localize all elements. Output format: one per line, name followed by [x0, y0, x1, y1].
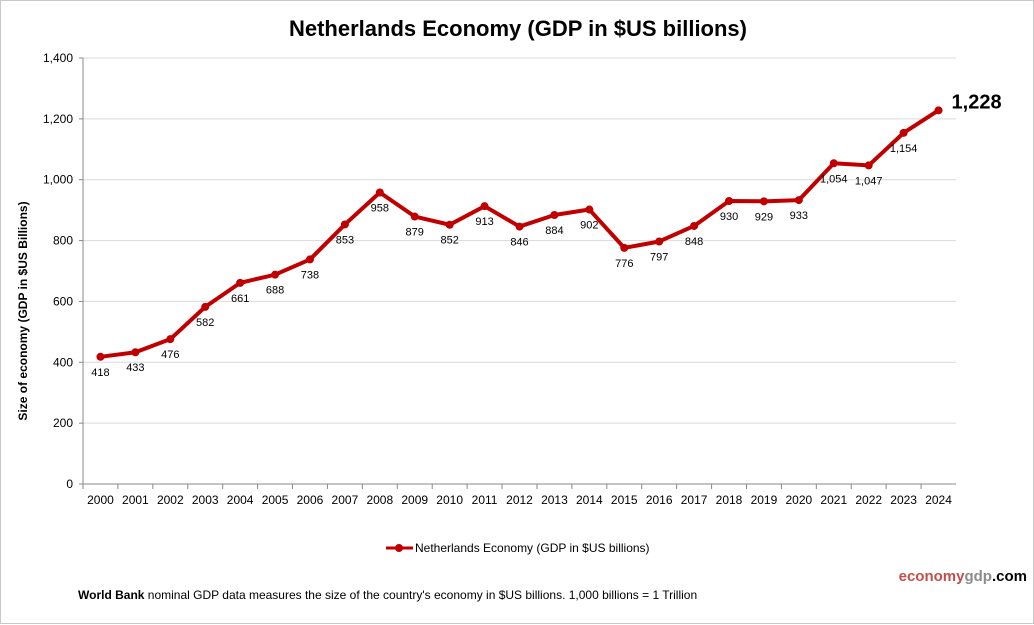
x-tick-label: 2002 [157, 493, 184, 507]
data-label: 476 [161, 349, 179, 361]
data-label: 776 [615, 258, 633, 270]
data-point [131, 348, 140, 357]
y-tick-label: 800 [53, 234, 73, 248]
data-label: 1,047 [855, 175, 883, 187]
data-point [515, 222, 524, 231]
data-label: 929 [755, 211, 773, 223]
data-point [236, 278, 245, 287]
data-label: 1,054 [820, 173, 848, 185]
x-tick-label: 2021 [820, 493, 847, 507]
x-tick-label: 2024 [925, 493, 952, 507]
x-tick-label: 2004 [227, 493, 254, 507]
data-label: 582 [196, 317, 214, 329]
x-tick-label: 2012 [506, 493, 533, 507]
data-point [934, 106, 943, 115]
data-point [271, 270, 280, 279]
data-label: 879 [406, 227, 424, 239]
data-point [340, 220, 349, 229]
x-tick-label: 2019 [751, 493, 778, 507]
data-point [794, 196, 803, 205]
data-point [445, 220, 454, 229]
data-point [864, 161, 873, 170]
y-tick-label: 1,400 [43, 51, 73, 65]
data-label: 913 [475, 216, 493, 228]
legend-marker [395, 544, 403, 552]
x-tick-label: 2016 [646, 493, 673, 507]
x-tick-label: 2006 [297, 493, 324, 507]
data-point [480, 202, 489, 211]
data-point [655, 237, 664, 246]
data-point [829, 159, 838, 168]
data-point [201, 302, 210, 311]
x-tick-label: 2020 [786, 493, 813, 507]
data-label: 1,228 [952, 91, 1002, 113]
data-point [725, 197, 734, 206]
data-label: 1,154 [890, 143, 918, 155]
data-point [690, 221, 699, 230]
data-point [96, 352, 105, 361]
x-tick-label: 2005 [262, 493, 289, 507]
x-tick-label: 2013 [541, 493, 568, 507]
x-tick-label: 2003 [192, 493, 219, 507]
y-tick-label: 1,200 [43, 112, 73, 126]
data-label: 846 [510, 237, 528, 249]
y-tick-label: 600 [53, 294, 73, 308]
data-point [375, 188, 384, 197]
x-tick-label: 2009 [401, 493, 428, 507]
data-point [550, 211, 559, 220]
x-tick-label: 2000 [87, 493, 114, 507]
legend-label: Netherlands Economy (GDP in $US billions… [415, 541, 650, 555]
data-label: 688 [266, 285, 284, 297]
series-line [100, 108, 940, 359]
data-point [305, 255, 314, 264]
data-label: 738 [301, 269, 319, 281]
data-label: 958 [371, 202, 389, 214]
y-tick-label: 1,000 [43, 173, 73, 187]
data-label: 902 [580, 220, 598, 232]
x-tick-label: 2014 [576, 493, 603, 507]
x-tick-label: 2023 [890, 493, 917, 507]
data-label: 853 [336, 234, 354, 246]
x-tick-label: 2008 [366, 493, 393, 507]
data-label: 433 [126, 362, 144, 374]
data-point [759, 197, 768, 206]
data-label: 930 [720, 211, 738, 223]
x-tick-label: 2011 [472, 493, 498, 507]
x-tick-label: 2017 [681, 493, 708, 507]
data-point [620, 243, 629, 252]
x-tick-label: 2015 [611, 493, 638, 507]
data-label: 418 [91, 367, 109, 379]
data-label: 884 [545, 225, 563, 237]
data-point [585, 205, 594, 214]
y-tick-label: 200 [53, 416, 73, 430]
brand-logo: economygdp.com [899, 568, 1027, 585]
chart-title: Netherlands Economy (GDP in $US billions… [289, 16, 747, 41]
x-tick-label: 2001 [122, 493, 149, 507]
data-point [410, 212, 419, 221]
data-label: 797 [650, 251, 668, 263]
x-tick-label: 2010 [436, 493, 463, 507]
legend: Netherlands Economy (GDP in $US billions… [386, 541, 650, 555]
x-tick-label: 2007 [332, 493, 359, 507]
data-point [166, 335, 175, 344]
data-point [899, 128, 908, 137]
y-tick-label: 400 [53, 355, 73, 369]
footer-note: World Bank nominal GDP data measures the… [78, 588, 697, 602]
y-axis-label: Size of economy (GDP in $US Billions) [16, 201, 30, 420]
y-tick-label: 0 [66, 477, 73, 491]
x-tick-label: 2018 [716, 493, 743, 507]
data-label: 933 [790, 210, 808, 222]
x-tick-label: 2022 [855, 493, 882, 507]
data-label: 852 [440, 235, 458, 247]
data-label: 848 [685, 236, 703, 248]
data-label: 661 [231, 293, 249, 305]
